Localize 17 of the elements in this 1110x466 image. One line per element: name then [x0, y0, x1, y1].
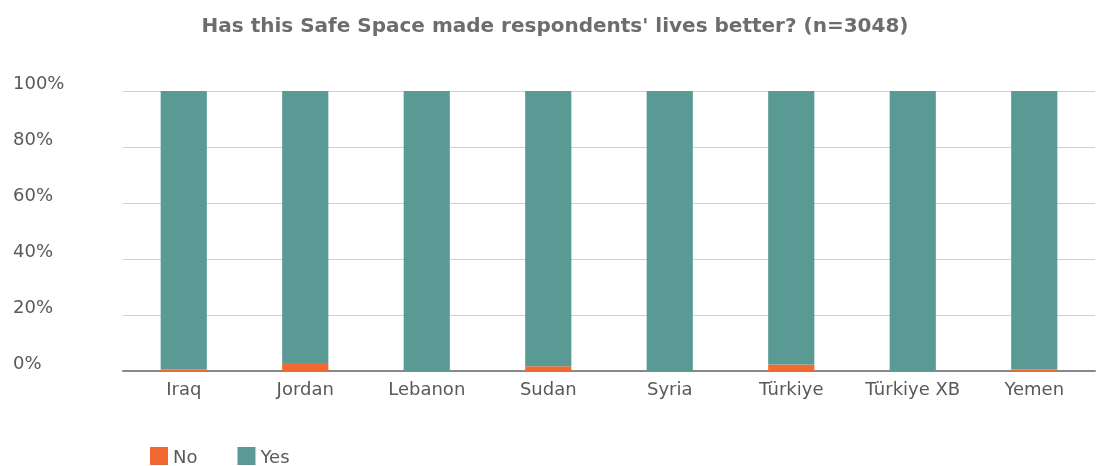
x-tick-label: Türkiye — [758, 377, 824, 399]
x-tick-label: Lebanon — [388, 377, 466, 399]
x-tick-label: Türkiye XB — [864, 377, 961, 399]
x-tick-label: Jordan — [275, 377, 334, 399]
x-tick-label: Yemen — [1003, 377, 1065, 399]
legend-label: Yes — [259, 445, 290, 466]
y-tick-label: 20% — [13, 295, 54, 317]
y-tick-label: 0% — [13, 351, 42, 373]
legend-label: No — [173, 445, 198, 466]
x-tick-label: Iraq — [166, 377, 202, 399]
y-tick-label: 60% — [13, 183, 54, 205]
y-tick-label: 80% — [13, 127, 54, 149]
chart-title: Has this Safe Space made respondents' lives better? (n=3048) — [201, 13, 909, 37]
y-tick-label: 40% — [13, 239, 54, 261]
x-tick-label: Syria — [646, 377, 693, 399]
x-tick-label: Sudan — [519, 377, 577, 399]
y-tick-label: 100% — [13, 71, 65, 93]
